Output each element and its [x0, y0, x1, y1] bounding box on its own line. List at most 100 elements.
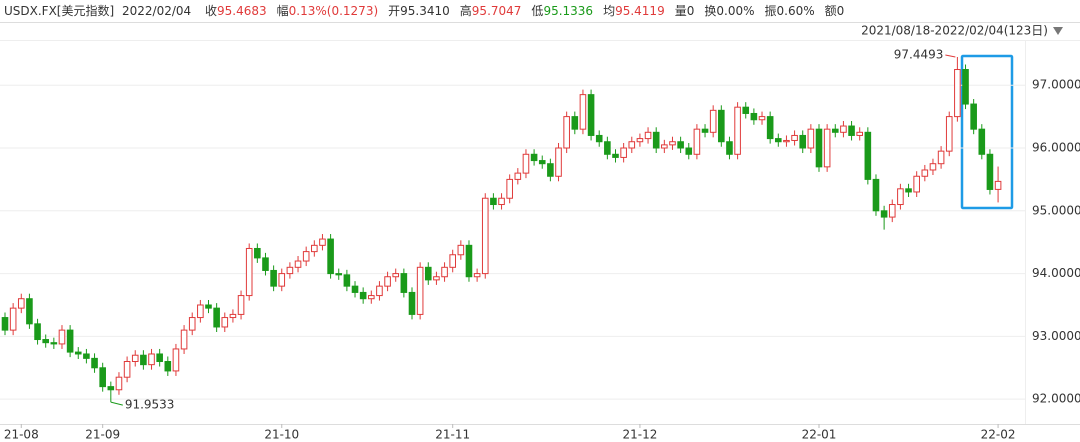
- candle-body: [848, 125, 855, 136]
- candle-body: [490, 197, 497, 206]
- field-value: 0: [686, 4, 695, 18]
- candle-body: [254, 247, 261, 259]
- candle-body: [115, 376, 123, 391]
- candle-body: [384, 276, 391, 287]
- candle-body: [652, 131, 660, 149]
- candle-body: [530, 153, 538, 162]
- candle-body: [962, 69, 969, 105]
- candle-body: [17, 298, 25, 309]
- field-label: 幅: [276, 4, 289, 18]
- candle-body: [311, 244, 318, 253]
- candle-body: [864, 131, 872, 180]
- candle-body: [99, 367, 106, 388]
- candle-body: [758, 116, 766, 121]
- candle-body: [294, 260, 302, 268]
- candle-body: [188, 317, 196, 331]
- candle-body: [791, 134, 798, 141]
- candle-body: [465, 244, 473, 278]
- candle-body: [783, 139, 790, 143]
- candle-body: [856, 131, 864, 136]
- candle-body: [245, 247, 253, 297]
- field-label: 振: [764, 4, 777, 18]
- candle-body: [278, 273, 286, 287]
- candle-body: [750, 112, 758, 121]
- field-value: 0.00%: [716, 4, 755, 18]
- quote-date: 2022/02/04: [122, 4, 192, 18]
- candle-body: [156, 353, 163, 363]
- x-tick-label: 21-11: [435, 428, 470, 442]
- candle-body: [709, 109, 717, 133]
- candle-body: [58, 329, 66, 345]
- field-label: 量: [674, 4, 687, 18]
- candle-body: [685, 147, 693, 155]
- candle-body: [221, 317, 229, 328]
- min-annotation: 91.9533: [125, 398, 175, 412]
- candle-body: [376, 285, 383, 297]
- field-label: 高: [459, 4, 472, 18]
- candle-body: [237, 295, 245, 315]
- candle-body: [775, 138, 782, 143]
- max-annotation: 97.4493: [894, 47, 944, 61]
- annotation-leader: [110, 401, 123, 406]
- candle-body: [514, 172, 522, 180]
- candle-body: [538, 160, 546, 165]
- candle-body: [197, 304, 204, 319]
- candle-body: [831, 128, 839, 133]
- field-value: 95.7047: [471, 4, 522, 18]
- candle-body: [91, 357, 98, 369]
- candle-body: [351, 285, 359, 293]
- y-tick-label: 95.0000: [1032, 203, 1080, 217]
- candle-body: [449, 254, 456, 268]
- candle-body: [742, 106, 750, 114]
- candle-body: [913, 175, 920, 193]
- candle-body: [612, 153, 619, 158]
- dropdown-icon[interactable]: [1053, 27, 1063, 35]
- candle-body: [416, 266, 424, 315]
- candle-body: [970, 103, 977, 130]
- candle-body: [579, 94, 587, 130]
- y-tick-label: 92.0000: [1032, 392, 1080, 406]
- candle-body: [74, 351, 82, 355]
- candle-body: [718, 109, 725, 143]
- candle-body: [433, 276, 440, 281]
- candle-body: [677, 141, 684, 149]
- field-value: 95.4119: [615, 4, 665, 18]
- candle-body: [636, 138, 644, 143]
- candle-body: [343, 274, 351, 287]
- x-tick-label: 22-01: [802, 428, 837, 442]
- y-tick-label: 97.0000: [1032, 78, 1080, 92]
- candle-body: [457, 244, 465, 256]
- candle-body: [473, 273, 481, 278]
- candle-body: [628, 141, 636, 149]
- x-tick-label: 21-08: [4, 428, 39, 442]
- symbol: USDX.FX[美元指数]: [4, 4, 115, 18]
- candle-body: [937, 150, 945, 165]
- candle-body: [9, 307, 17, 331]
- candle-body: [506, 178, 513, 199]
- candle-body: [34, 323, 41, 341]
- candle-body: [408, 291, 416, 315]
- quote-header: USDX.FX[美元指数] 2022/02/04 收95.4683 幅0.13%(…: [0, 0, 1080, 22]
- candle-body: [620, 147, 627, 158]
- candle-body: [921, 169, 929, 177]
- candle-body: [481, 197, 489, 275]
- field-label: 低: [531, 4, 544, 18]
- candle-body: [661, 144, 668, 149]
- highlight-box: [960, 54, 1014, 210]
- x-tick-label: 21-10: [264, 428, 299, 442]
- candle-body: [26, 298, 33, 325]
- candle-body: [42, 339, 50, 344]
- candle-body: [644, 131, 652, 140]
- field-value: 0.13%(0.1273): [288, 4, 379, 18]
- candle-body: [392, 273, 400, 278]
- candle-body: [424, 266, 432, 281]
- candle-body: [335, 273, 343, 276]
- candle-body: [726, 141, 733, 155]
- candle-body: [766, 116, 774, 140]
- candle-body: [840, 125, 847, 133]
- candle-body: [986, 153, 994, 190]
- range-label: 2021/08/18-2022/02/04(123日): [861, 24, 1048, 38]
- candle-body: [929, 163, 937, 171]
- candle-body: [148, 353, 155, 366]
